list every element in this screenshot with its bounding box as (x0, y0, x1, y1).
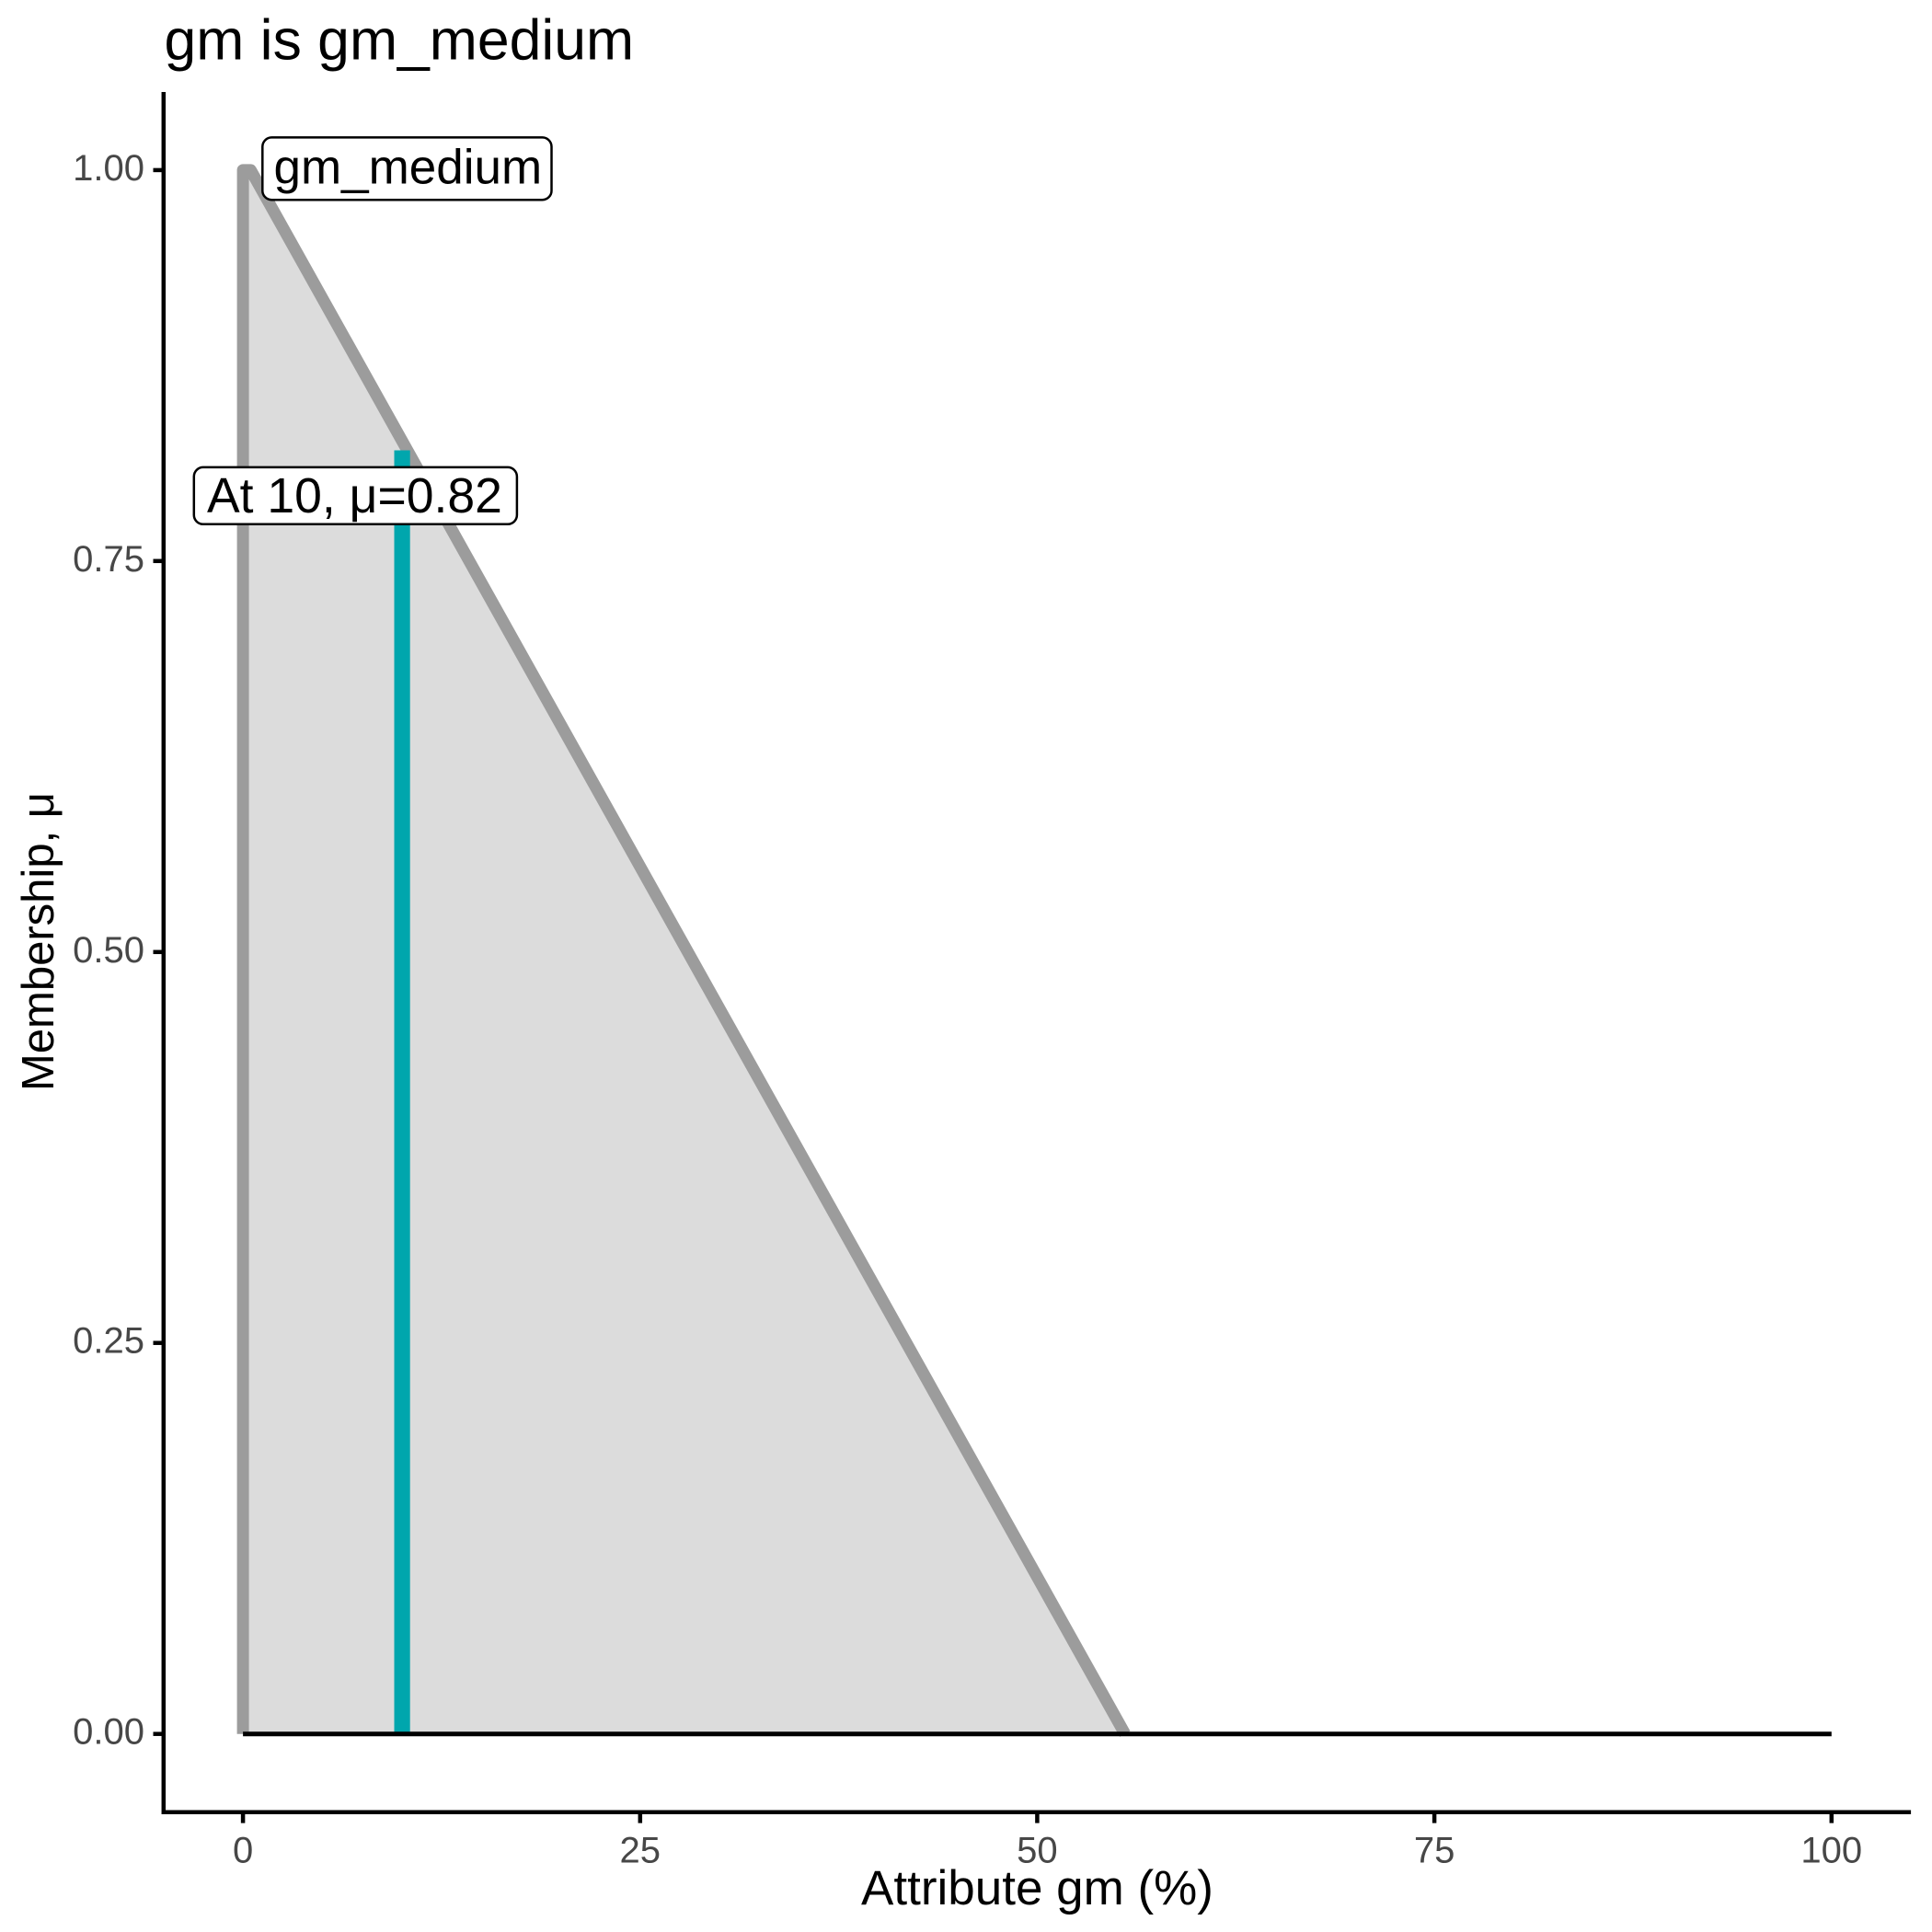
svg-text:gm is gm_medium: gm is gm_medium (165, 8, 635, 73)
svg-text:At 10, μ=0.82: At 10, μ=0.82 (207, 469, 502, 523)
svg-text:100: 100 (1800, 1831, 1862, 1871)
svg-text:Membership, μ: Membership, μ (14, 792, 63, 1091)
svg-text:0: 0 (233, 1831, 253, 1871)
svg-text:0.50: 0.50 (73, 930, 144, 971)
svg-text:gm_medium: gm_medium (274, 141, 543, 195)
svg-text:1.00: 1.00 (73, 148, 144, 189)
svg-text:Attribute gm (%): Attribute gm (%) (861, 1861, 1213, 1915)
svg-text:0.25: 0.25 (73, 1321, 144, 1362)
svg-text:50: 50 (1017, 1831, 1058, 1871)
svg-text:0.75: 0.75 (73, 539, 144, 580)
svg-text:75: 75 (1414, 1831, 1455, 1871)
svg-text:25: 25 (620, 1831, 661, 1871)
svg-text:0.00: 0.00 (73, 1712, 144, 1753)
